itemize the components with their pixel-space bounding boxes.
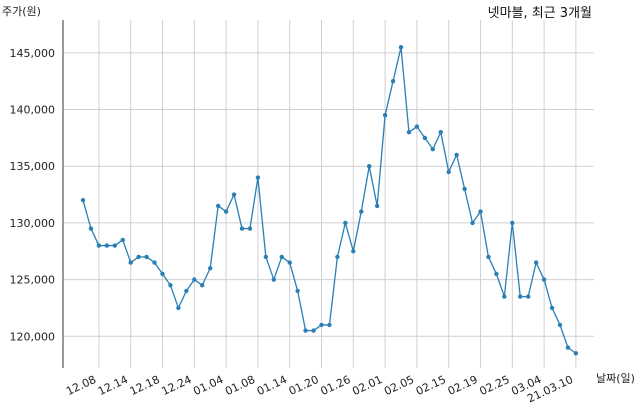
- data-point: [136, 254, 141, 260]
- x-tick-label: 02.19: [446, 373, 480, 398]
- y-tick-label: 125,000: [10, 274, 56, 287]
- data-point: [367, 164, 372, 169]
- data-point: [470, 220, 475, 226]
- x-tick-label: 12.18: [128, 373, 162, 398]
- data-point: [510, 220, 515, 226]
- x-tick-label: 02.05: [382, 373, 416, 398]
- y-tick-labels: 120,000 125,000 130,000 135,000 140,000 145,0…: [10, 47, 56, 343]
- x-tick-label: 02.01: [350, 373, 384, 398]
- data-point: [557, 322, 563, 328]
- data-point: [502, 294, 507, 299]
- data-point: [486, 254, 491, 260]
- data-point: [351, 249, 356, 254]
- data-point: [200, 283, 205, 288]
- data-point: [430, 147, 435, 152]
- data-point: [422, 135, 428, 141]
- data-point: [176, 305, 181, 311]
- data-point: [247, 226, 253, 231]
- y-tick-label: 145,000: [10, 47, 56, 60]
- data-point: [533, 260, 539, 265]
- data-point: [144, 254, 149, 260]
- data-point: [390, 79, 396, 84]
- data-point: [160, 271, 165, 277]
- x-tick-label: 12.08: [64, 373, 98, 398]
- data-point: [303, 328, 308, 333]
- data-point: [295, 288, 300, 294]
- data-point: [478, 209, 483, 214]
- data-point: [446, 169, 451, 175]
- data-point: [311, 328, 316, 333]
- x-tick-label: 01.08: [223, 373, 257, 398]
- data-point: [255, 175, 261, 180]
- x-tick-label: 01.04: [191, 373, 225, 398]
- data-point: [88, 226, 94, 231]
- data-point: [239, 226, 245, 231]
- data-point: [438, 130, 443, 135]
- x-axis-label: 날짜(일): [596, 371, 635, 385]
- data-point: [335, 254, 340, 260]
- data-point: [398, 45, 404, 50]
- data-point: [462, 186, 467, 192]
- y-tick-label: 120,000: [10, 330, 56, 343]
- data-point: [549, 305, 555, 311]
- data-point: [414, 124, 420, 129]
- data-point: [184, 288, 189, 294]
- data-point: [541, 277, 547, 282]
- data-point: [128, 260, 133, 265]
- data-point: [263, 254, 269, 260]
- data-point: [319, 322, 324, 328]
- grid: [63, 20, 594, 368]
- x-tick-label: 01.20: [287, 373, 321, 398]
- data-point: [215, 203, 221, 209]
- data-point: [573, 351, 579, 356]
- y-tick-label: 135,000: [10, 160, 56, 173]
- chart-title: 넷마블, 최근 3개월: [488, 6, 592, 21]
- data-point: [104, 243, 110, 248]
- data-point: [565, 345, 571, 350]
- data-point: [168, 283, 173, 288]
- data-point: [96, 243, 102, 248]
- data-point: [192, 277, 197, 282]
- data-point: [406, 130, 412, 135]
- data-point: [152, 260, 157, 265]
- data-point: [112, 243, 118, 248]
- data-point: [454, 152, 459, 158]
- y-tick-label: 130,000: [10, 217, 56, 230]
- data-point: [327, 322, 332, 328]
- series-line-layer: [82, 47, 577, 354]
- x-tick-label: 02.15: [414, 373, 448, 398]
- x-tick-label: 12.14: [96, 373, 130, 398]
- y-tick-label: 140,000: [10, 104, 56, 117]
- data-point: [120, 237, 125, 243]
- data-point: [279, 254, 284, 260]
- series-points-layer: [80, 45, 579, 356]
- data-point: [374, 203, 380, 209]
- x-tick-label: 01.26: [319, 373, 353, 398]
- data-point: [518, 294, 523, 299]
- x-tick-label: 12.24: [160, 373, 194, 398]
- x-tick-label: 02.25: [478, 373, 512, 398]
- data-point: [271, 277, 276, 282]
- data-point: [231, 192, 237, 197]
- data-point: [382, 113, 388, 118]
- data-point: [208, 266, 213, 271]
- x-tick-label: 01.14: [255, 373, 289, 398]
- data-point: [526, 294, 531, 299]
- data-point: [223, 209, 229, 214]
- series-line: [82, 47, 577, 354]
- data-point: [359, 209, 364, 214]
- data-point: [343, 220, 348, 226]
- data-point: [494, 271, 499, 277]
- data-point: [80, 198, 86, 203]
- x-tick-labels: 12.0812.1412.1812.2401.0401.0801.1401.20…: [64, 373, 575, 405]
- data-point: [287, 260, 292, 265]
- y-axis-label: 주가(원): [2, 5, 41, 18]
